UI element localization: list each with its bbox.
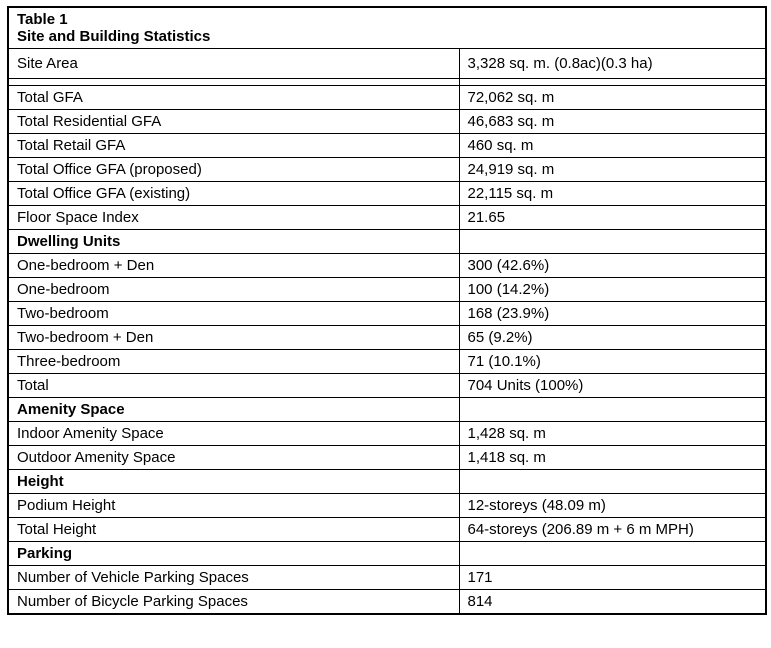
row-value: 1,418 sq. m bbox=[458, 445, 767, 470]
table-title: Table 1 Site and Building Statistics bbox=[7, 6, 767, 49]
table-row: Number of Bicycle Parking Spaces 814 bbox=[7, 589, 767, 615]
table-row: Three-bedroom 71 (10.1%) bbox=[7, 349, 767, 374]
row-label: Indoor Amenity Space bbox=[7, 421, 460, 446]
row-value: 24,919 sq. m bbox=[458, 157, 767, 182]
table-row: Floor Space Index 21.65 bbox=[7, 205, 767, 230]
row-value bbox=[458, 469, 767, 494]
row-label: Total Office GFA (existing) bbox=[7, 181, 460, 206]
row-label: Number of Vehicle Parking Spaces bbox=[7, 565, 460, 590]
row-value: 1,428 sq. m bbox=[458, 421, 767, 446]
row-value bbox=[458, 78, 767, 86]
row-value: 72,062 sq. m bbox=[458, 85, 767, 110]
table-row: Total Office GFA (existing) 22,115 sq. m bbox=[7, 181, 767, 206]
table-row: Outdoor Amenity Space 1,418 sq. m bbox=[7, 445, 767, 470]
table-title-line2: Site and Building Statistics bbox=[17, 28, 211, 45]
row-value: 704 Units (100%) bbox=[458, 373, 767, 398]
section-title: Amenity Space bbox=[7, 397, 460, 422]
row-value: 300 (42.6%) bbox=[458, 253, 767, 278]
table-row: Indoor Amenity Space 1,428 sq. m bbox=[7, 421, 767, 446]
row-value: 22,115 sq. m bbox=[458, 181, 767, 206]
row-value bbox=[458, 229, 767, 254]
row-value bbox=[458, 541, 767, 566]
row-value: 171 bbox=[458, 565, 767, 590]
table-row: Total 704 Units (100%) bbox=[7, 373, 767, 398]
table-row: Two-bedroom 168 (23.9%) bbox=[7, 301, 767, 326]
row-label: Three-bedroom bbox=[7, 349, 460, 374]
section-header-row: Amenity Space bbox=[7, 397, 767, 422]
row-value: 65 (9.2%) bbox=[458, 325, 767, 350]
section-title: Height bbox=[7, 469, 460, 494]
row-label: Floor Space Index bbox=[7, 205, 460, 230]
row-label: Total bbox=[7, 373, 460, 398]
row-value: 21.65 bbox=[458, 205, 767, 230]
table-row: Total Residential GFA 46,683 sq. m bbox=[7, 109, 767, 134]
row-label: Two-bedroom + Den bbox=[7, 325, 460, 350]
row-value: 168 (23.9%) bbox=[458, 301, 767, 326]
row-label bbox=[7, 78, 460, 86]
row-value: 64-storeys (206.89 m + 6 m MPH) bbox=[458, 517, 767, 542]
row-label: Site Area bbox=[7, 48, 460, 79]
row-label: Total Retail GFA bbox=[7, 133, 460, 158]
section-title: Parking bbox=[7, 541, 460, 566]
table-row: Total Retail GFA 460 sq. m bbox=[7, 133, 767, 158]
row-label: One-bedroom + Den bbox=[7, 253, 460, 278]
row-label: Total Height bbox=[7, 517, 460, 542]
row-label: Total Residential GFA bbox=[7, 109, 460, 134]
spacer-row bbox=[7, 78, 767, 86]
row-value: 814 bbox=[458, 589, 767, 615]
row-label: One-bedroom bbox=[7, 277, 460, 302]
table-title-row: Table 1 Site and Building Statistics bbox=[7, 6, 767, 49]
section-header-row: Dwelling Units bbox=[7, 229, 767, 254]
section-title: Dwelling Units bbox=[7, 229, 460, 254]
section-header-row: Parking bbox=[7, 541, 767, 566]
row-value bbox=[458, 397, 767, 422]
row-label: Podium Height bbox=[7, 493, 460, 518]
row-value: 71 (10.1%) bbox=[458, 349, 767, 374]
table-row: Total Office GFA (proposed) 24,919 sq. m bbox=[7, 157, 767, 182]
table-row: Total Height 64-storeys (206.89 m + 6 m M… bbox=[7, 517, 767, 542]
row-value: 12-storeys (48.09 m) bbox=[458, 493, 767, 518]
row-label: Total GFA bbox=[7, 85, 460, 110]
row-value: 3,328 sq. m. (0.8ac)(0.3 ha) bbox=[458, 48, 767, 79]
table-row: Total GFA 72,062 sq. m bbox=[7, 85, 767, 110]
site-building-statistics-table: Table 1 Site and Building Statistics Sit… bbox=[7, 6, 768, 615]
table-row: One-bedroom 100 (14.2%) bbox=[7, 277, 767, 302]
table-row: Site Area 3,328 sq. m. (0.8ac)(0.3 ha) bbox=[7, 48, 767, 79]
table-row: Number of Vehicle Parking Spaces 171 bbox=[7, 565, 767, 590]
section-header-row: Height bbox=[7, 469, 767, 494]
row-value: 100 (14.2%) bbox=[458, 277, 767, 302]
row-value: 46,683 sq. m bbox=[458, 109, 767, 134]
row-label: Number of Bicycle Parking Spaces bbox=[7, 589, 460, 615]
table-row: One-bedroom + Den 300 (42.6%) bbox=[7, 253, 767, 278]
row-label: Total Office GFA (proposed) bbox=[7, 157, 460, 182]
table-row: Two-bedroom + Den 65 (9.2%) bbox=[7, 325, 767, 350]
row-label: Two-bedroom bbox=[7, 301, 460, 326]
row-value: 460 sq. m bbox=[458, 133, 767, 158]
table-title-line1: Table 1 bbox=[17, 11, 68, 28]
row-label: Outdoor Amenity Space bbox=[7, 445, 460, 470]
table-row: Podium Height 12-storeys (48.09 m) bbox=[7, 493, 767, 518]
